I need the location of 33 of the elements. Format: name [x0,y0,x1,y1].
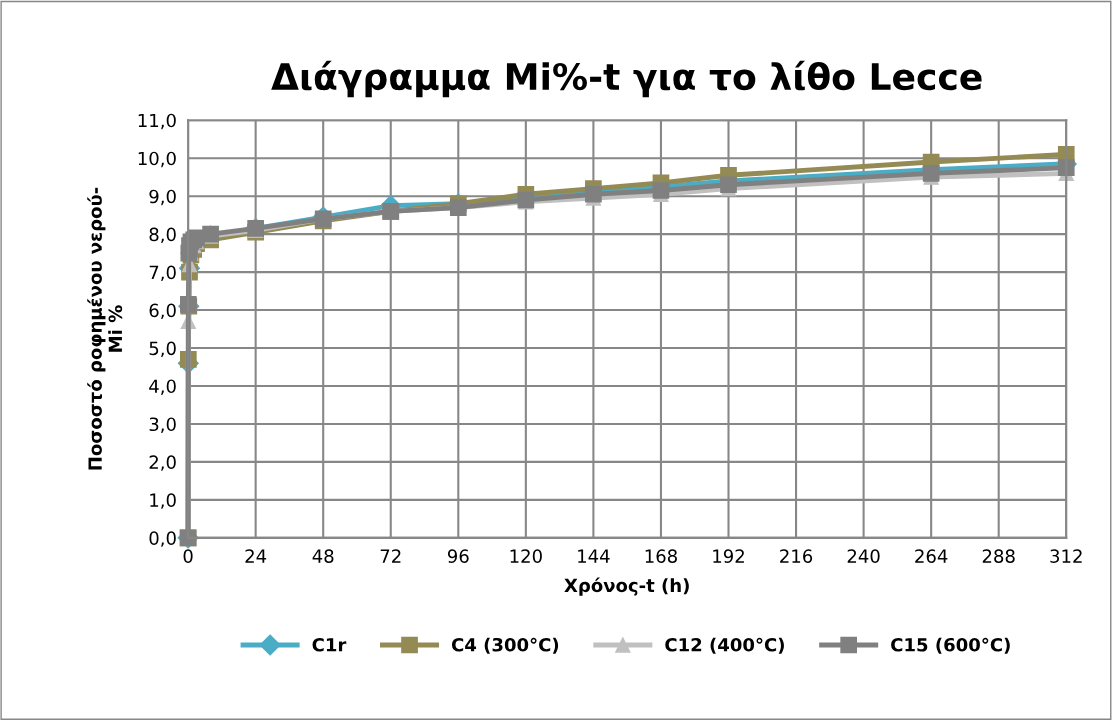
y-tick-label: 5,0 [149,341,176,357]
x-tick-label: 0 [183,549,193,563]
y-tick-label: 9,0 [149,189,176,206]
y-tick-label: 4,0 [149,379,176,395]
y-tick-label: 6,0 [149,303,176,320]
x-tick-label: 48 [312,549,334,563]
y-tick-label: 2,0 [149,455,176,471]
x-axis-title: Χρόνος-t (h) [564,577,689,596]
x-tick-label: 312 [1050,549,1082,563]
legend-label: C12 (400°C) [665,637,784,654]
x-tick-label: 24 [245,549,267,563]
x-tick-label: 216 [780,549,813,563]
y-tick-label: 11,0 [138,113,176,130]
y-tick-label: 10,0 [138,151,176,168]
x-tick-label: 288 [982,549,1015,563]
x-tick-label: 96 [447,549,469,563]
legend-label: C15 (600°C) [891,637,1010,654]
y-tick-label: 8,0 [149,227,176,244]
y-tick-label: 3,0 [149,417,176,433]
y-tick-label: 1,0 [150,493,176,509]
x-tick-label: 120 [510,549,542,563]
x-tick-label: 192 [713,549,744,563]
y-tick-label: 7,0 [149,265,176,282]
x-tick-label: 144 [578,549,610,563]
legend-label: C1r [312,637,347,652]
x-tick-label: 264 [915,549,948,563]
y-axis-title: Ποσοστό ροφημένου νερού- Mi % [87,187,123,470]
x-tick-label: 240 [847,549,880,563]
chart-title: Διάγραμμα Mi%-t για το λίθο Lecce [271,60,982,98]
x-tick-label: 72 [380,549,401,563]
x-tick-label: 168 [645,549,677,563]
legend-label: C4 (300°C) [451,637,559,654]
y-tick-label: 0,0 [149,531,176,547]
